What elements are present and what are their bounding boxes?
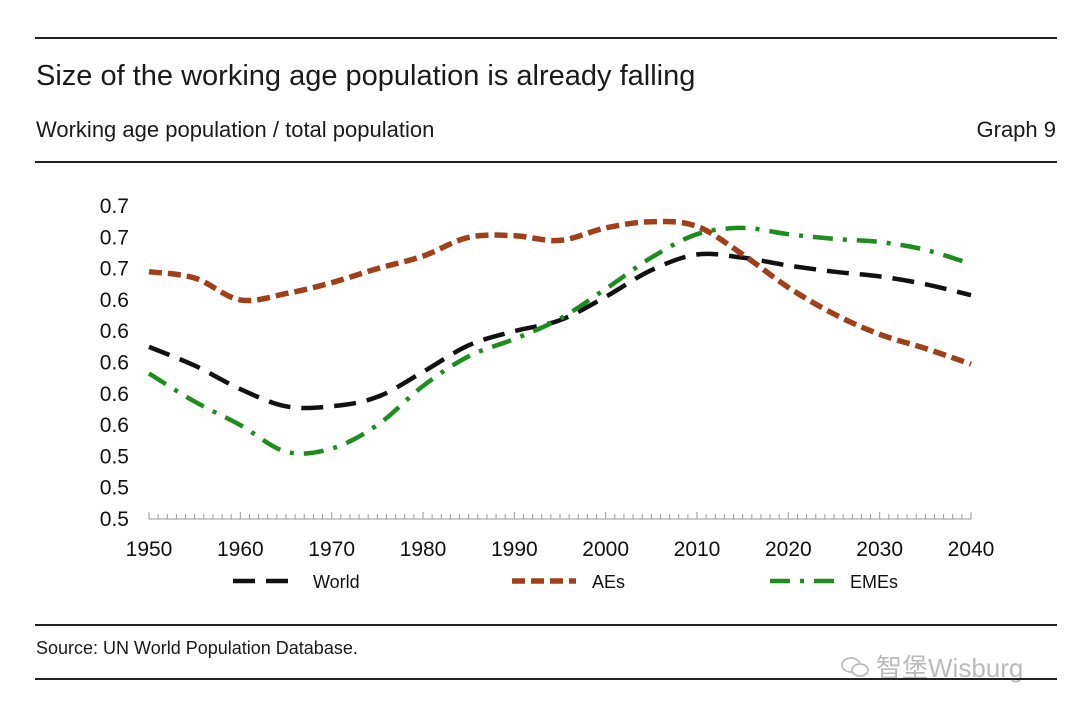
x-tick-label: 1990 bbox=[491, 538, 538, 561]
y-tick-label: 0.5 bbox=[100, 477, 129, 500]
header-rule bbox=[35, 161, 1057, 163]
y-tick-label: 0.6 bbox=[100, 414, 129, 437]
x-axis: 1950 1960 1970 1980 1990 2000 2010 2020 2030 2040 bbox=[126, 512, 995, 561]
source-rule bbox=[35, 624, 1057, 626]
series-line-world bbox=[148, 251, 972, 411]
legend: World AEs EMEs bbox=[233, 572, 898, 592]
chart-title: Size of the working age population is al… bbox=[36, 60, 696, 92]
y-tick-label: 0.6 bbox=[100, 383, 129, 406]
legend-label-aes: AEs bbox=[592, 572, 625, 592]
x-tick-label: 2040 bbox=[948, 538, 995, 561]
y-tick-label: 0.6 bbox=[100, 289, 129, 312]
x-tick-label: 1980 bbox=[400, 538, 447, 561]
wechat-icon bbox=[841, 656, 869, 677]
series-line-aes bbox=[148, 218, 972, 367]
y-tick-label: 0.5 bbox=[100, 445, 129, 468]
y-axis: 0.5 0.5 0.5 0.6 0.6 0.6 0.6 0.6 0.7 0.7 0.7 bbox=[100, 195, 129, 531]
y-tick-label: 0.6 bbox=[100, 352, 129, 375]
x-tick-label: 2030 bbox=[856, 538, 903, 561]
x-tick-label: 2000 bbox=[582, 538, 629, 561]
y-tick-label: 0.7 bbox=[100, 258, 129, 281]
top-rule bbox=[35, 37, 1057, 39]
y-tick-label: 0.6 bbox=[100, 320, 129, 343]
y-tick-label: 0.7 bbox=[100, 226, 129, 249]
graph-number: Graph 9 bbox=[976, 117, 1057, 142]
chart-subtitle: Working age population / total populatio… bbox=[36, 117, 435, 142]
x-tick-label: 2010 bbox=[674, 538, 721, 561]
series-line-emes bbox=[147, 225, 972, 456]
y-tick-label: 0.5 bbox=[100, 508, 129, 531]
y-tick-label: 0.7 bbox=[100, 195, 129, 218]
x-tick-label: 1960 bbox=[217, 538, 264, 561]
x-tick-label: 2020 bbox=[765, 538, 812, 561]
legend-label-emes: EMEs bbox=[850, 572, 898, 592]
series-group bbox=[147, 218, 972, 456]
legend-label-world: World bbox=[313, 572, 360, 592]
bottom-rule bbox=[35, 678, 1057, 680]
source-note: Source: UN World Population Database. bbox=[36, 638, 358, 658]
x-tick-label: 1950 bbox=[126, 538, 173, 561]
x-tick-label: 1970 bbox=[308, 538, 355, 561]
